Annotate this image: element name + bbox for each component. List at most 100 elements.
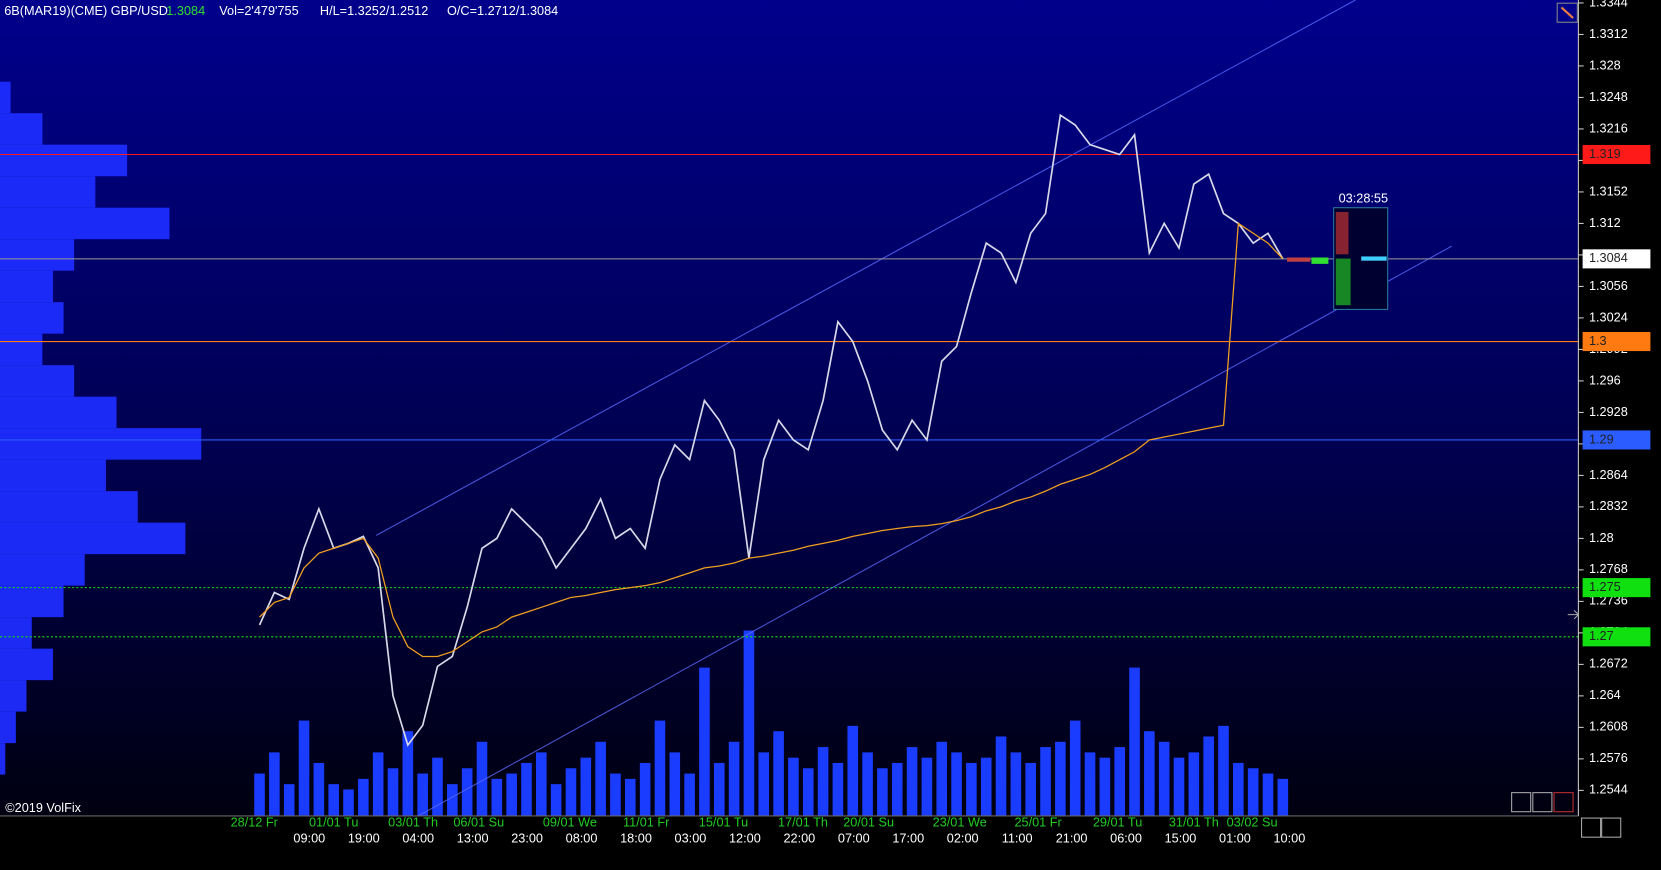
- date-label: 06/01 Su: [453, 815, 504, 830]
- y-tick-label: 1.2864: [1589, 467, 1628, 482]
- time-label: 18:00: [620, 831, 652, 846]
- volume-bar: [862, 752, 873, 816]
- y-tick-label: 1.328: [1589, 57, 1621, 72]
- time-label: 09:00: [293, 831, 325, 846]
- level-box: [1582, 144, 1651, 165]
- scroll-left[interactable]: [1581, 817, 1602, 838]
- date-label: 28/12 Fr: [231, 815, 279, 830]
- y-tick-label: 1.312: [1589, 215, 1621, 230]
- y-tick-label: 1.3344: [1589, 0, 1628, 9]
- y-tick-label: 1.2672: [1589, 656, 1628, 671]
- y-tick-label: 1.2832: [1589, 498, 1628, 513]
- time-label: 07:00: [838, 831, 870, 846]
- volume-bar: [328, 784, 339, 816]
- profile-bar: [0, 617, 32, 649]
- time-label: 01:00: [1219, 831, 1251, 846]
- marker-red: [1287, 257, 1311, 262]
- y-tick-label: 1.3152: [1589, 183, 1628, 198]
- volume-bar: [713, 762, 725, 816]
- volume-bar: [639, 762, 651, 816]
- volume-bar: [980, 757, 992, 816]
- time-label: 13:00: [457, 831, 489, 846]
- date-label: 09/01 We: [543, 815, 597, 830]
- volume-info: Vol=2'479'755: [219, 3, 298, 18]
- volume-bar: [417, 773, 428, 816]
- y-tick-label: 1.2544: [1589, 782, 1628, 797]
- volume-bar: [1010, 752, 1022, 816]
- y-tick-label: 1.2768: [1589, 561, 1628, 576]
- trendline: [375, 0, 1356, 536]
- volume-bar: [699, 667, 710, 816]
- time-label: 15:00: [1165, 831, 1197, 846]
- y-tick-label: 1.2928: [1589, 404, 1628, 419]
- layout-icon-3[interactable]: [1553, 792, 1574, 813]
- open-close: O/C=1.2712/1.3084: [447, 3, 558, 18]
- profile-layer: [0, 81, 202, 775]
- profile-bar: [0, 648, 53, 681]
- y-tick-label: 1.28: [1589, 530, 1614, 545]
- volume-bar: [506, 773, 517, 816]
- volume-bar: [1203, 736, 1214, 816]
- time-label: 12:00: [729, 831, 761, 846]
- marker-green: [1311, 257, 1329, 264]
- tool-icon-glyph: [1560, 6, 1574, 19]
- layout-icon[interactable]: [1511, 792, 1532, 813]
- volume-bar: [1247, 768, 1259, 816]
- layout-icon-2[interactable]: [1532, 792, 1553, 813]
- high-low: H/L=1.3252/1.2512: [320, 3, 428, 18]
- volume-bar: [906, 747, 918, 816]
- volume-bar: [536, 752, 547, 816]
- lines-layer: [0, 0, 1579, 817]
- volume-bar: [891, 762, 903, 816]
- profile-bar: [0, 270, 53, 303]
- profile-bar: [0, 680, 27, 712]
- date-label: 25/01 Fr: [1014, 815, 1062, 830]
- level-box: [1582, 332, 1651, 352]
- time-label: 08:00: [566, 831, 598, 846]
- volume-bar: [1173, 757, 1185, 816]
- volume-bar: [1129, 667, 1140, 816]
- profile-bar: [0, 459, 106, 492]
- volume-layer: [254, 630, 1289, 816]
- tool-icon[interactable]: [1556, 2, 1578, 23]
- date-label: 20/01 Su: [843, 815, 894, 830]
- time-label: 23:00: [511, 831, 543, 846]
- volume-bar: [802, 768, 814, 816]
- volume-bar: [1218, 725, 1229, 816]
- volume-bar: [595, 741, 606, 816]
- copyright: ©2019 VolFix: [5, 800, 81, 815]
- volume-bar: [1114, 747, 1125, 816]
- profile-bar: [0, 522, 186, 555]
- profile-bar: [0, 144, 128, 177]
- volume-bar: [1040, 747, 1051, 816]
- volume-bar: [372, 752, 384, 816]
- volume-bar: [1262, 773, 1274, 816]
- volume-bar: [832, 762, 844, 816]
- y-tick-label: 1.3216: [1589, 120, 1628, 135]
- date-label: 29/01 Tu: [1093, 815, 1142, 830]
- volume-bar: [788, 757, 799, 816]
- symbol: 6B(MAR19)(CME) GBP/USD: [4, 3, 168, 18]
- volume-bar: [624, 778, 636, 816]
- volume-bar: [580, 757, 592, 816]
- volume-bar: [951, 752, 962, 816]
- time-label: 11:00: [1002, 831, 1033, 846]
- volume-bar: [966, 762, 977, 816]
- volume-bar: [921, 757, 933, 816]
- volume-bar: [758, 752, 770, 816]
- profile-bar: [0, 711, 16, 744]
- volume-bar: [313, 762, 325, 816]
- profile-bar: [0, 176, 96, 208]
- volume-bar: [669, 752, 681, 816]
- time-label: 19:00: [348, 831, 380, 846]
- profile-bar: [0, 333, 43, 366]
- level-box: [1582, 249, 1651, 269]
- volume-bar: [461, 768, 473, 816]
- scroll-right[interactable]: [1601, 817, 1622, 838]
- profile-bar: [0, 428, 202, 460]
- profile-bar: [0, 585, 64, 618]
- volume-bar: [476, 741, 488, 816]
- profile-bar: [0, 207, 170, 240]
- timer: 03:28:55: [1339, 191, 1388, 206]
